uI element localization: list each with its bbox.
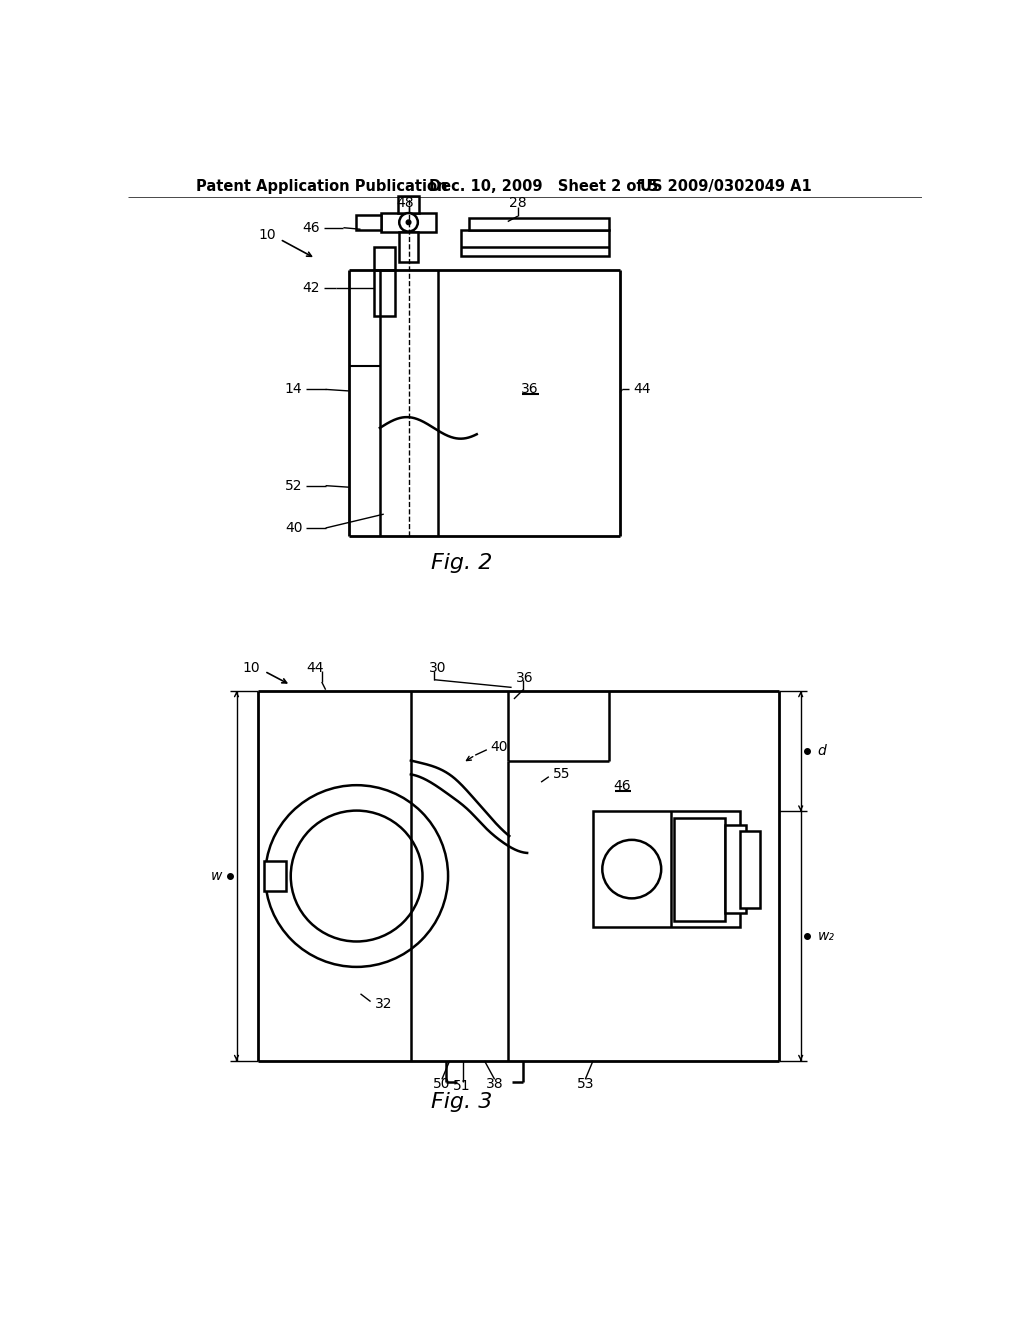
Circle shape: [407, 220, 411, 224]
Bar: [725, 825, 746, 913]
Text: 48: 48: [396, 197, 415, 210]
Bar: [381, 213, 435, 231]
Bar: [461, 230, 608, 256]
Text: 55: 55: [553, 767, 570, 781]
Text: 40: 40: [285, 521, 302, 535]
Bar: [264, 861, 286, 891]
Text: 38: 38: [485, 1077, 504, 1090]
Text: 50: 50: [433, 1077, 451, 1090]
Text: 46: 46: [613, 779, 631, 793]
Text: US 2009/0302049 A1: US 2009/0302049 A1: [640, 180, 811, 194]
Circle shape: [291, 810, 423, 941]
Text: 52: 52: [285, 479, 302, 492]
Text: 36: 36: [515, 671, 534, 685]
Bar: [593, 812, 740, 927]
Text: w₂: w₂: [818, 929, 835, 942]
Circle shape: [399, 213, 418, 231]
Text: 14: 14: [285, 383, 302, 396]
Bar: [740, 830, 760, 908]
Circle shape: [265, 785, 449, 966]
Text: 46: 46: [302, 220, 321, 235]
Bar: [675, 817, 725, 921]
Text: 28: 28: [509, 197, 526, 210]
Text: 32: 32: [375, 997, 392, 1011]
Text: d: d: [818, 744, 826, 758]
Text: 42: 42: [303, 281, 321, 294]
Bar: [356, 215, 381, 230]
Text: 44: 44: [306, 661, 324, 675]
Text: 36: 36: [520, 383, 539, 396]
Text: Fig. 3: Fig. 3: [430, 1092, 492, 1111]
Text: 30: 30: [429, 661, 446, 675]
Text: 10: 10: [258, 228, 275, 243]
Bar: [397, 197, 420, 213]
Text: 40: 40: [490, 741, 508, 755]
Text: 51: 51: [453, 1080, 470, 1093]
Text: w: w: [211, 869, 222, 883]
Text: Dec. 10, 2009   Sheet 2 of 5: Dec. 10, 2009 Sheet 2 of 5: [429, 180, 657, 194]
Bar: [374, 247, 395, 317]
Text: Fig. 2: Fig. 2: [430, 553, 492, 573]
Text: 10: 10: [243, 661, 260, 675]
Bar: [399, 231, 418, 263]
Text: Patent Application Publication: Patent Application Publication: [197, 180, 447, 194]
Text: 53: 53: [577, 1077, 594, 1090]
Circle shape: [602, 840, 662, 899]
Bar: [469, 219, 608, 230]
Text: 44: 44: [633, 383, 651, 396]
